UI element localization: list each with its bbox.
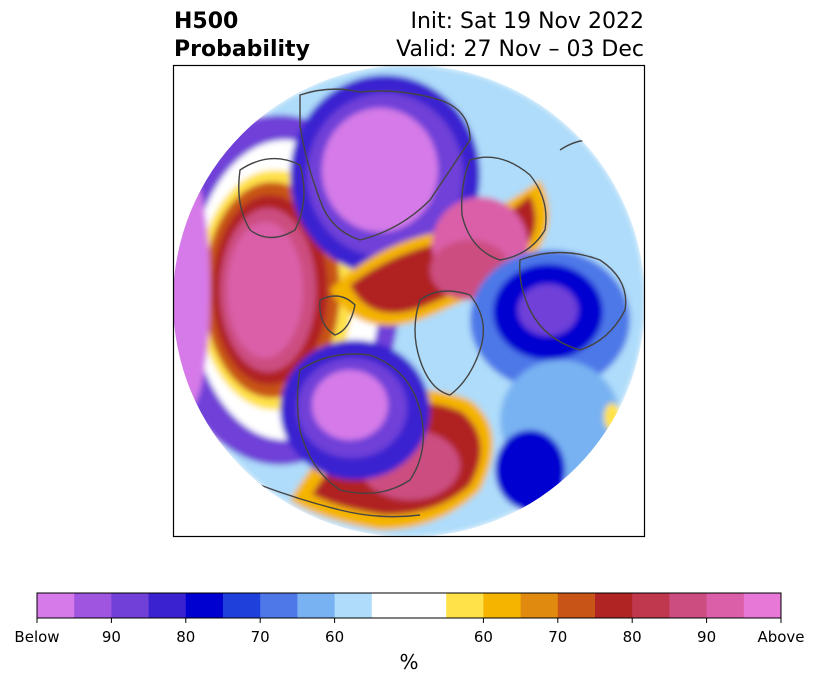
colorbar-bin-above (632, 593, 670, 618)
colorbar-bin-neutral (371, 593, 447, 618)
colorbar-bin-below (297, 593, 336, 618)
colorbar-bin-above (520, 593, 559, 618)
map-title: H500 Probability (174, 8, 310, 64)
colorbar-bin-below (185, 593, 224, 618)
colorbar-tick-label: 70 (548, 628, 568, 646)
colorbar-bin-below (334, 593, 373, 618)
colorbar-bin-above (483, 593, 522, 618)
colorbar-tick-label: 60 (473, 628, 493, 646)
init-date: Init: Sat 19 Nov 2022 (410, 9, 644, 34)
colorbar-bin-below (74, 593, 112, 618)
run-info: Init: Sat 19 Nov 2022 Valid: 27 Nov – 03… (396, 8, 644, 64)
colorbar-tick-label: 80 (176, 628, 196, 646)
colorbar-tick-label: 60 (325, 628, 345, 646)
colorbar-bin-below (260, 593, 298, 618)
colorbar-bin-below (37, 593, 75, 618)
colorbar-bin-below (223, 593, 261, 618)
colorbar-tick-label: 90 (697, 628, 717, 646)
colorbar-bin-above (706, 593, 745, 618)
colorbar-bin-above (557, 593, 596, 618)
title-variable: H500 (174, 9, 239, 34)
probability-field (173, 65, 645, 537)
title-product: Probability (174, 37, 310, 62)
colorbar-bin-below (148, 593, 187, 618)
colorbar-bin-above (446, 593, 484, 618)
colorbar-bin-above (743, 593, 782, 618)
colorbar-tick-label: 80 (622, 628, 642, 646)
colorbar-tick-label: Above (757, 628, 805, 646)
colorbar-bin-below (111, 593, 150, 618)
colorbar-frame (36, 592, 782, 619)
map-frame (172, 64, 646, 538)
colorbar-tick-label: 90 (101, 628, 121, 646)
colorbar-tick-label: Below (14, 628, 60, 646)
colorbar-tick-label: 70 (250, 628, 270, 646)
colorbar-bin-above (669, 593, 708, 618)
colorbar-bin-above (595, 593, 633, 618)
colorbar-unit: % (399, 650, 419, 674)
valid-period: Valid: 27 Nov – 03 Dec (396, 37, 644, 62)
